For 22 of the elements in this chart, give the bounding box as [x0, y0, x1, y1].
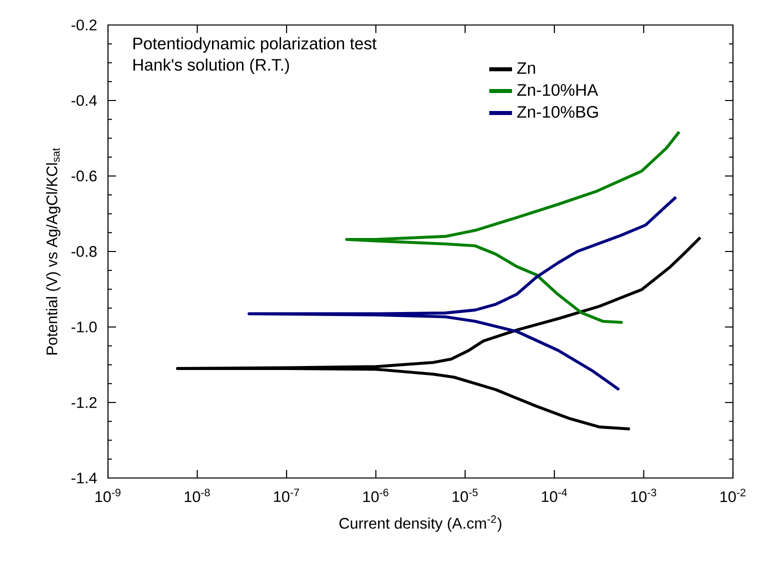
y-tick-label: -1.0 — [72, 322, 97, 332]
x-axis-title: Current density (A.cm$^{-2}$) — [339, 515, 502, 532]
y-tick-label: -1.4 — [72, 472, 97, 484]
y-tick-label: -0.6 — [72, 170, 97, 182]
y-tick-label: -1.2 — [72, 397, 97, 408]
y-tick-label: -0.2 — [72, 20, 97, 30]
x-tick-label: 10$^{-2}$ — [720, 488, 746, 502]
legend-label: Zn — [517, 62, 536, 74]
x-tick-label: 10$^{-3}$ — [631, 488, 656, 502]
y-tick-label: -0.8 — [72, 246, 97, 257]
legend-label: Zn-10%BG — [517, 106, 598, 118]
y-tick-label: -0.4 — [72, 95, 97, 106]
annotation: Potentiodynamic polarization test — [133, 37, 377, 53]
x-tick-label: 10$^{-4}$ — [542, 488, 568, 502]
y-axis-title: Potential (V) vs Ag/AgCl/KCl$_{sat}$ — [46, 148, 60, 354]
annotation: Hank's solution (R.T.) — [133, 58, 289, 74]
x-tick-label: 10$^{-7}$ — [274, 488, 299, 502]
x-tick-label: 10$^{-5}$ — [452, 488, 478, 502]
legend-label: Zn-10%HA — [517, 84, 598, 96]
x-tick-label: 10$^{-9}$ — [96, 488, 120, 502]
x-tick-label: 10$^{-6}$ — [363, 488, 388, 502]
x-tick-label: 10$^{-8}$ — [184, 488, 210, 502]
